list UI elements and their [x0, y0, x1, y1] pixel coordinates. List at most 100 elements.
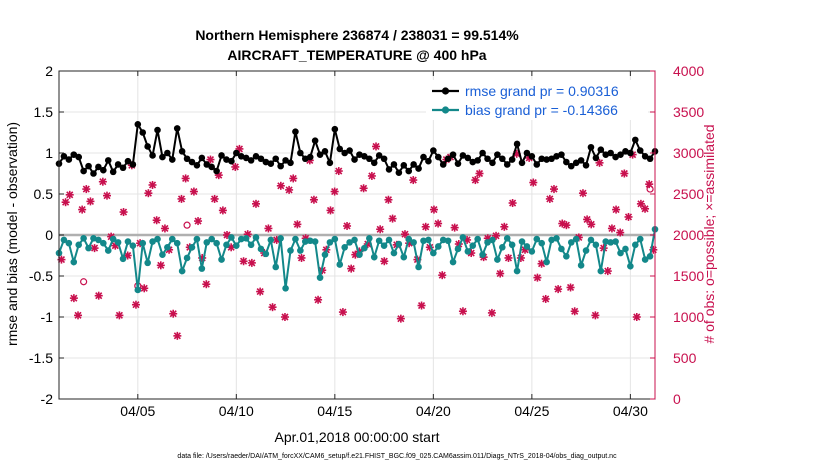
obs-assimilated-marker — [330, 187, 339, 196]
bias-point — [223, 241, 230, 249]
x-tick-label: 04/05 — [120, 403, 155, 419]
obs-assimilated-marker — [206, 155, 215, 164]
bias-point — [277, 234, 284, 242]
x-tick-label: 04/25 — [514, 403, 549, 419]
obs-assimilated-marker — [90, 244, 99, 253]
obs-assimilated-marker — [152, 216, 161, 225]
rmse-point — [627, 149, 634, 157]
bias-point — [95, 236, 102, 244]
rmse-point — [474, 157, 481, 164]
rmse-point — [114, 161, 122, 168]
rmse-point — [513, 140, 521, 148]
obs-possible-marker — [80, 278, 88, 286]
left-tick-label: -1.5 — [29, 350, 53, 366]
bias-point — [301, 238, 309, 245]
bias-point — [164, 244, 171, 251]
bias-point — [469, 242, 477, 249]
obs-assimilated-marker — [359, 184, 368, 193]
bias-point — [617, 249, 624, 257]
bias-point — [104, 247, 112, 254]
bias-point — [636, 235, 644, 243]
bias-point — [425, 236, 432, 244]
rmse-point — [425, 157, 432, 165]
obs-assimilated-marker — [570, 307, 579, 316]
obs-assimilated-marker — [632, 313, 641, 321]
rmse-point — [503, 161, 511, 168]
obs-assimilated-marker — [247, 258, 256, 267]
rmse-point — [484, 155, 491, 163]
obs-assimilated-marker — [450, 223, 459, 232]
left-tick-label: 0.5 — [34, 186, 54, 202]
left-tick-label: -2 — [41, 391, 54, 407]
bias-point — [370, 253, 378, 261]
rmse-point — [109, 168, 117, 176]
left-tick-label: 1.5 — [34, 104, 54, 120]
rmse-point — [370, 159, 378, 167]
obs-assimilated-marker — [400, 230, 409, 239]
bias-point — [144, 259, 151, 267]
right-tick-label: 1000 — [673, 309, 704, 325]
bias-point — [306, 237, 314, 245]
bias-point — [420, 237, 427, 245]
bias-point — [380, 242, 388, 249]
rmse-point — [316, 151, 324, 158]
obs-assimilated-marker — [98, 177, 107, 186]
rmse-point — [558, 151, 565, 158]
left-tick-label: 1 — [45, 145, 53, 161]
bias-point — [237, 235, 245, 243]
rmse-point — [326, 159, 334, 167]
x-axis-ticks: 04/05 04/10 04/15 04/20 04/25 04/30 — [120, 71, 648, 419]
left-tick-label: -1 — [41, 309, 54, 325]
obs-assimilated-marker — [587, 220, 596, 229]
rmse-point — [154, 126, 161, 134]
obs-assimilated-marker — [429, 205, 438, 214]
right-axis-ticks: 0 500 1000 1500 2000 2500 3000 3500 4000 — [650, 63, 704, 407]
bias-point — [410, 239, 417, 246]
rmse-point — [508, 156, 516, 163]
rmse-point — [434, 153, 442, 161]
rmse-point — [292, 128, 299, 135]
obs-assimilated-marker — [409, 176, 418, 185]
rmse-point — [159, 153, 166, 161]
bias-point — [173, 239, 181, 247]
bias-point — [503, 234, 511, 242]
obs-assimilated-marker — [504, 253, 513, 262]
rmse-point — [203, 161, 211, 168]
right-tick-label: 2000 — [673, 227, 704, 243]
obs-assimilated-marker — [156, 261, 165, 270]
rmse-point — [444, 155, 452, 163]
rmse-point — [178, 148, 186, 155]
bias-point — [129, 242, 137, 249]
bias-point — [331, 235, 339, 243]
rmse-series — [55, 121, 659, 177]
rmse-point — [563, 158, 570, 166]
obs-assimilated-marker — [61, 198, 70, 207]
rmse-point — [124, 157, 132, 165]
rmse-point — [479, 149, 486, 157]
bias-series — [55, 225, 659, 294]
bias-point — [366, 234, 373, 242]
rmse-point — [228, 157, 235, 165]
obs-assimilated-marker — [210, 194, 219, 203]
obs-assimilated-marker — [309, 195, 318, 204]
bias-point — [415, 263, 422, 271]
obs-assimilated-marker — [231, 162, 240, 171]
bias-point — [336, 261, 344, 268]
bias-point — [439, 236, 447, 244]
rmse-point — [400, 162, 408, 169]
rmse-point — [385, 166, 393, 173]
bias-point — [267, 236, 275, 244]
rmse-point — [311, 137, 319, 144]
obs-assimilated-marker — [160, 224, 169, 233]
bias-point — [287, 247, 294, 254]
bias-point — [533, 235, 541, 243]
rmse-point — [213, 167, 220, 175]
obs-assimilated-marker — [78, 205, 87, 214]
obs-assimilated-marker — [508, 199, 517, 208]
bias-point — [124, 238, 132, 245]
obs-assimilated-marker — [256, 287, 265, 296]
bias-point — [203, 239, 211, 246]
rmse-point — [489, 159, 496, 167]
x-tick-label: 04/30 — [613, 403, 648, 419]
bias-point — [60, 236, 68, 244]
